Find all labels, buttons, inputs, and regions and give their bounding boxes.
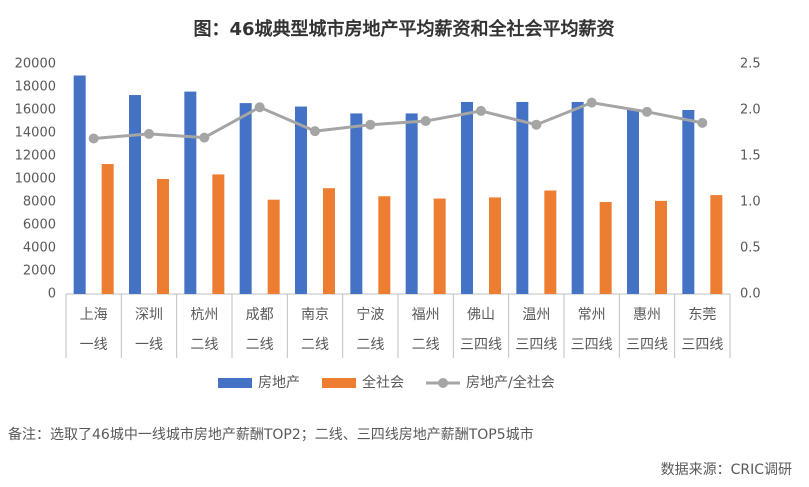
legend-label: 房地产/全社会 [466,374,555,391]
x-tick-label: 成都 [246,307,274,323]
note: 备注：选取了46城中一线城市房地产薪酬TOP2；二线、三四线房地产薪酬TOP5城… [8,426,534,443]
legend-label: 全社会 [362,374,404,391]
bar [239,103,252,294]
y-tick-label: 16000 [15,103,56,118]
y-tick-label: 6000 [23,218,56,233]
x-tick-label: 福州 [412,307,440,323]
bar [350,113,363,294]
x-tier-label: 三四线 [571,337,613,353]
bar [212,174,225,294]
line-marker [531,119,542,130]
bar [378,196,391,294]
bar [433,198,446,294]
line-marker [697,117,708,128]
x-tier-label: 二线 [246,337,274,353]
legend-label: 房地产 [258,375,300,391]
x-tick-label: 南京 [301,307,329,323]
bar [571,101,584,294]
line-marker [476,105,486,116]
y-tick-label: 8000 [23,195,56,210]
x-tick-label: 深圳 [135,307,163,323]
legend-swatch [322,378,356,388]
line-marker [642,106,652,117]
y-tick-label: 2000 [23,264,56,279]
x-tick-label: 惠州 [633,307,661,323]
bar [516,101,529,294]
bar [184,91,197,294]
y2-tick-label: 0.0 [740,287,761,302]
y2-tick-label: 0.5 [740,241,761,256]
line-marker [586,97,597,108]
y-tick-label: 14000 [15,126,56,141]
x-tick-label: 佛山 [467,307,495,323]
line-marker [199,132,210,143]
x-tick-label: 常州 [578,307,606,323]
line-marker [144,128,154,139]
x-tier-label: 二线 [356,337,384,353]
bar [489,197,501,294]
bar [682,110,695,294]
bar [101,164,114,294]
bar [73,75,86,294]
y-tick-label: 18000 [15,80,56,95]
line [93,101,703,141]
y2-tick-label: 1.0 [740,195,761,210]
y2-tick-label: 2.5 [740,57,761,72]
x-tier-label: 三四线 [626,337,668,353]
bar [655,200,667,294]
x-tier-label: 一线 [135,337,163,353]
line-marker [365,119,376,130]
y-tick-label: 10000 [15,172,56,187]
x-tier-label: 二线 [301,337,329,353]
x-tier-label: 三四线 [515,337,557,353]
x-tick-label: 上海 [80,307,108,323]
line-marker [310,126,320,137]
y-tick-label: 4000 [23,241,56,256]
bar [267,199,280,294]
y2-tick-label: 2.0 [740,103,761,118]
source: 数据来源：CRIC调研 [661,462,792,478]
bar [129,95,141,294]
bar [710,195,723,294]
x-tick-label: 宁波 [356,306,384,323]
line-marker [88,133,99,144]
x-tier-label: 三四线 [681,337,723,353]
bar [323,188,335,294]
legend-swatch [218,378,252,388]
line-marker [254,102,265,113]
bar [295,106,307,294]
x-tick-label: 东莞 [688,307,716,323]
y-tick-label: 20000 [15,57,56,72]
line-marker [420,116,431,127]
y-tick-label: 0 [48,287,56,302]
bar [461,101,473,294]
bar [544,190,557,294]
bar [157,179,169,294]
x-tick-label: 杭州 [190,307,218,323]
bar [405,113,418,294]
bar [599,202,612,294]
x-tick-label: 温州 [522,307,550,323]
x-tier-label: 一线 [80,337,108,353]
y2-tick-label: 1.5 [740,149,761,164]
x-tier-label: 三四线 [460,337,502,353]
x-tier-label: 二线 [412,337,440,353]
y-tick-label: 12000 [15,149,56,164]
x-tier-label: 二线 [190,337,218,353]
bar [627,110,639,294]
chart-title: 图：46城典型城市房地产平均薪资和全社会平均薪资 [193,18,614,40]
legend-swatch [438,378,448,388]
